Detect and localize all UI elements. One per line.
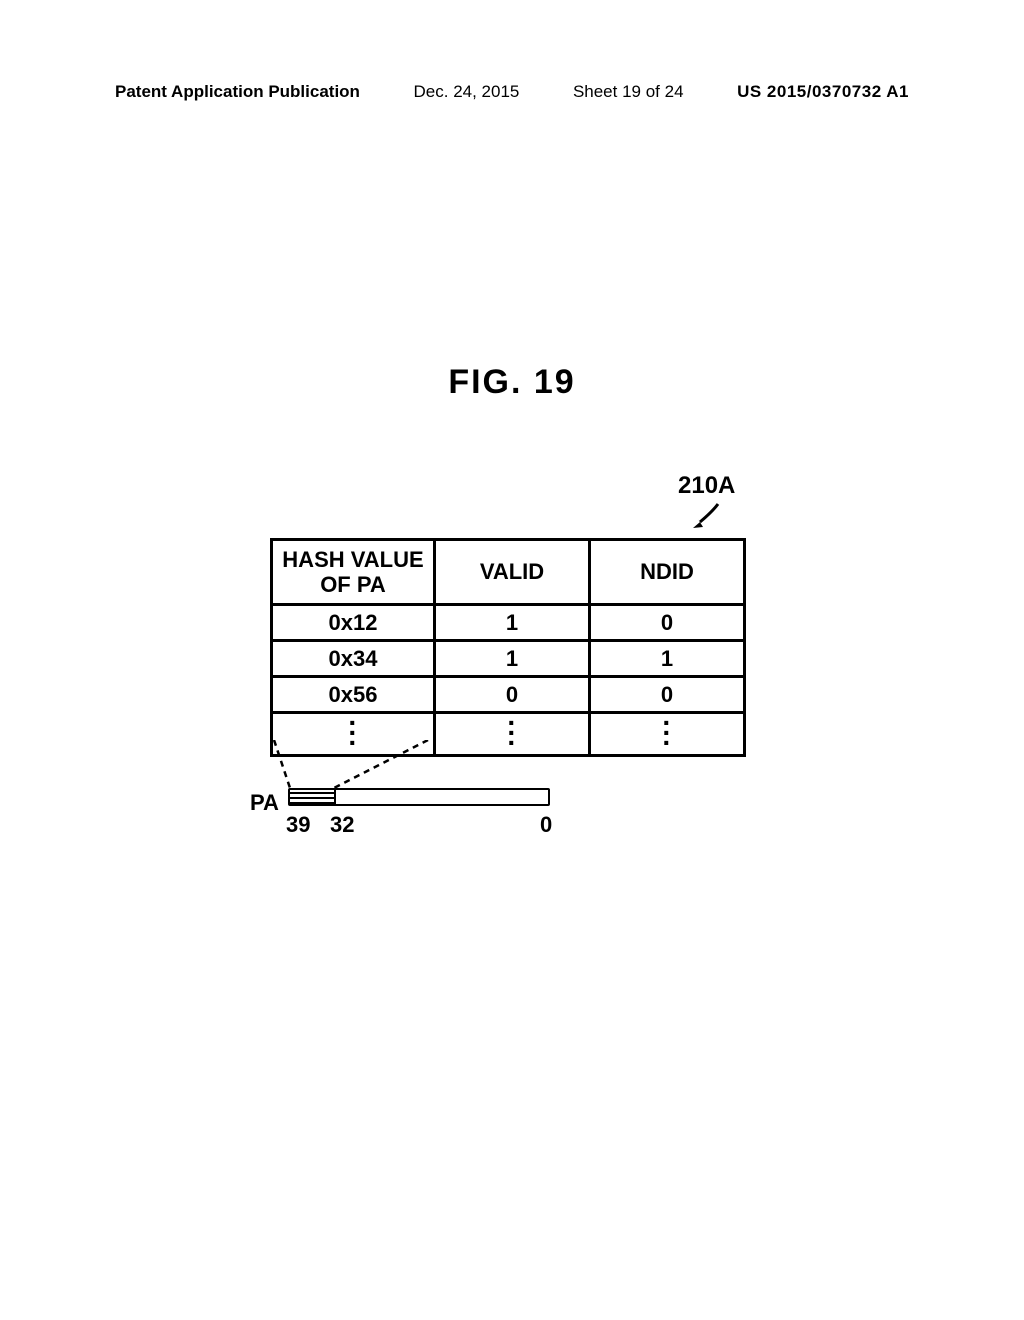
publication-number: US 2015/0370732 A1 <box>737 82 909 102</box>
patent-page: Patent Application Publication Dec. 24, … <box>0 0 1024 1320</box>
cell-ndid: 0 <box>590 605 745 641</box>
bit-label-mid: 32 <box>330 812 354 838</box>
cell-valid: 1 <box>435 605 590 641</box>
table-row: 0x12 1 0 <box>272 605 745 641</box>
pa-bitbar-hatched-region <box>290 790 336 804</box>
cell-ellipsis: ··· <box>590 713 745 756</box>
sheet-number: Sheet 19 of 24 <box>573 82 684 102</box>
pa-bitbar <box>288 788 550 806</box>
column-header-hash-line1: HASH VALUE OF PA <box>282 547 423 598</box>
pa-label: PA <box>250 790 279 816</box>
column-header-hash: HASH VALUE OF PA <box>272 540 435 605</box>
reference-arrow-icon <box>688 500 728 530</box>
table-header-row: HASH VALUE OF PA VALID NDID <box>272 540 745 605</box>
figure-reference-number: 210A <box>678 472 735 500</box>
cell-hash: 0x12 <box>272 605 435 641</box>
page-header: Patent Application Publication Dec. 24, … <box>115 82 909 102</box>
cell-ellipsis: ··· <box>272 713 435 756</box>
publication-date: Dec. 24, 2015 <box>414 82 520 102</box>
column-header-ndid: NDID <box>590 540 745 605</box>
cell-ellipsis: ··· <box>435 713 590 756</box>
cell-valid: 1 <box>435 641 590 677</box>
table-row: 0x34 1 1 <box>272 641 745 677</box>
table-row-ellipsis: ··· ··· ··· <box>272 713 745 756</box>
hash-table: HASH VALUE OF PA VALID NDID 0x12 1 0 0x3… <box>270 538 746 757</box>
bit-label-low: 0 <box>540 812 552 838</box>
figure-title: FIG. 19 <box>0 363 1024 402</box>
cell-hash: 0x34 <box>272 641 435 677</box>
column-header-valid: VALID <box>435 540 590 605</box>
bit-label-high: 39 <box>286 812 310 838</box>
cell-ndid: 1 <box>590 641 745 677</box>
publication-label: Patent Application Publication <box>115 82 360 102</box>
